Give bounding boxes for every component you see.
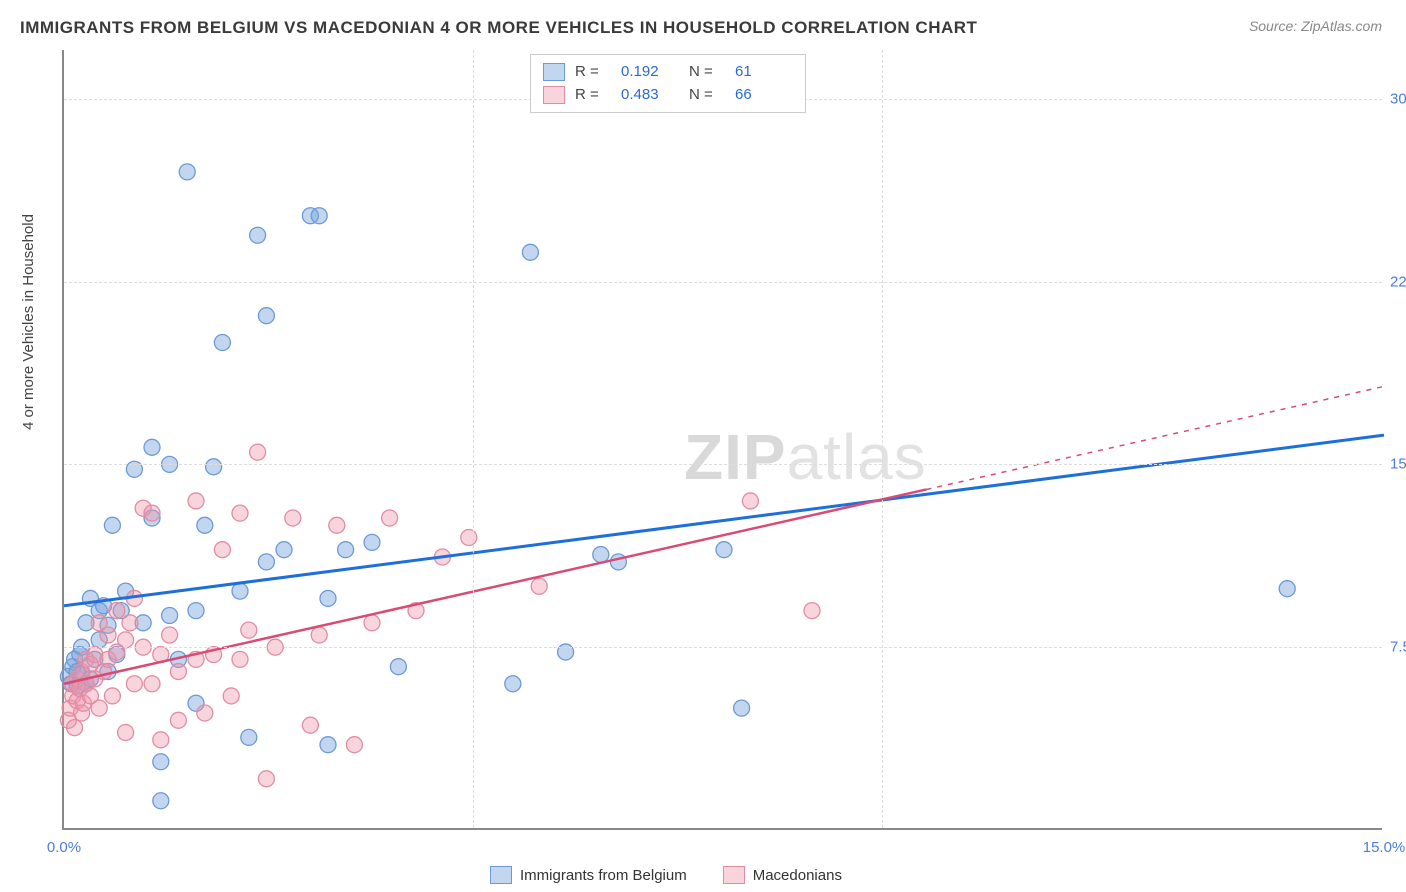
scatter-point [346, 737, 362, 753]
scatter-point [179, 164, 195, 180]
scatter-point [461, 530, 477, 546]
scatter-point [382, 510, 398, 526]
scatter-point [122, 615, 138, 631]
legend-n-value: 66 [735, 84, 793, 107]
scatter-point [188, 603, 204, 619]
scatter-point [505, 676, 521, 692]
scatter-point [232, 651, 248, 667]
scatter-point [742, 493, 758, 509]
trend-line [64, 489, 926, 683]
scatter-point [118, 725, 134, 741]
scatter-point [91, 700, 107, 716]
scatter-point [104, 688, 120, 704]
scatter-point [593, 547, 609, 563]
y-axis-label: 4 or more Vehicles in Household [20, 214, 37, 430]
scatter-point [302, 717, 318, 733]
trend-line [64, 435, 1384, 606]
trend-line-extrapolated [926, 386, 1384, 489]
legend-swatch [490, 866, 512, 884]
scatter-point [232, 583, 248, 599]
scatter-point [1279, 581, 1295, 597]
scatter-point [188, 493, 204, 509]
scatter-point [197, 705, 213, 721]
scatter-point [214, 335, 230, 351]
legend-n-label: N = [689, 84, 725, 107]
scatter-point [232, 505, 248, 521]
scatter-point [258, 308, 274, 324]
scatter-point [197, 517, 213, 533]
scatter-point [716, 542, 732, 558]
legend-swatch [723, 866, 745, 884]
scatter-point [285, 510, 301, 526]
legend-series-item: Macedonians [723, 866, 842, 884]
scatter-point [126, 676, 142, 692]
plot-area: ZIPatlas 7.5%15.0%22.5%30.0%0.0%15.0% [62, 50, 1382, 830]
scatter-point [258, 771, 274, 787]
scatter-point [153, 732, 169, 748]
scatter-point [144, 676, 160, 692]
legend-r-label: R = [575, 84, 611, 107]
scatter-point [364, 534, 380, 550]
scatter-point [258, 554, 274, 570]
correlation-chart: IMMIGRANTS FROM BELGIUM VS MACEDONIAN 4 … [0, 0, 1406, 892]
legend-r-value: 0.192 [621, 61, 679, 84]
legend-series-label: Macedonians [753, 867, 842, 884]
chart-source: Source: ZipAtlas.com [1249, 18, 1382, 34]
scatter-point [522, 244, 538, 260]
legend-r-label: R = [575, 61, 611, 84]
scatter-point [170, 712, 186, 728]
scatter-point [531, 578, 547, 594]
scatter-point [100, 627, 116, 643]
scatter-point [311, 208, 327, 224]
scatter-point [241, 729, 257, 745]
scatter-point [338, 542, 354, 558]
scatter-point [118, 632, 134, 648]
chart-title: IMMIGRANTS FROM BELGIUM VS MACEDONIAN 4 … [20, 18, 977, 38]
scatter-point [153, 793, 169, 809]
legend-series-item: Immigrants from Belgium [490, 866, 687, 884]
scatter-point [214, 542, 230, 558]
scatter-point [144, 439, 160, 455]
y-tick-label: 15.0% [1390, 456, 1406, 473]
scatter-point [320, 737, 336, 753]
scatter-point [804, 603, 820, 619]
scatter-point [67, 720, 83, 736]
scatter-point [206, 459, 222, 475]
scatter-point [329, 517, 345, 533]
x-tick-label: 0.0% [47, 839, 81, 856]
plot-svg [64, 50, 1382, 828]
legend-series: Immigrants from Belgium Macedonians [490, 866, 842, 884]
legend-stats-row: R = 0.483 N = 66 [543, 84, 793, 107]
scatter-point [276, 542, 292, 558]
scatter-point [250, 444, 266, 460]
y-tick-label: 22.5% [1390, 273, 1406, 290]
scatter-point [162, 627, 178, 643]
legend-n-label: N = [689, 61, 725, 84]
scatter-point [109, 603, 125, 619]
scatter-point [320, 590, 336, 606]
scatter-point [170, 664, 186, 680]
scatter-point [311, 627, 327, 643]
scatter-point [364, 615, 380, 631]
scatter-point [223, 688, 239, 704]
legend-r-value: 0.483 [621, 84, 679, 107]
legend-swatch [543, 63, 565, 81]
scatter-point [104, 517, 120, 533]
legend-series-label: Immigrants from Belgium [520, 867, 687, 884]
scatter-point [250, 227, 266, 243]
scatter-point [162, 608, 178, 624]
scatter-point [153, 754, 169, 770]
legend-n-value: 61 [735, 61, 793, 84]
y-tick-label: 7.5% [1390, 639, 1406, 656]
scatter-point [390, 659, 406, 675]
scatter-point [144, 505, 160, 521]
x-tick-label: 15.0% [1363, 839, 1406, 856]
scatter-point [734, 700, 750, 716]
legend-stats: R = 0.192 N = 61 R = 0.483 N = 66 [530, 54, 806, 113]
legend-stats-row: R = 0.192 N = 61 [543, 61, 793, 84]
y-tick-label: 30.0% [1390, 90, 1406, 107]
scatter-point [610, 554, 626, 570]
legend-swatch [543, 86, 565, 104]
scatter-point [241, 622, 257, 638]
